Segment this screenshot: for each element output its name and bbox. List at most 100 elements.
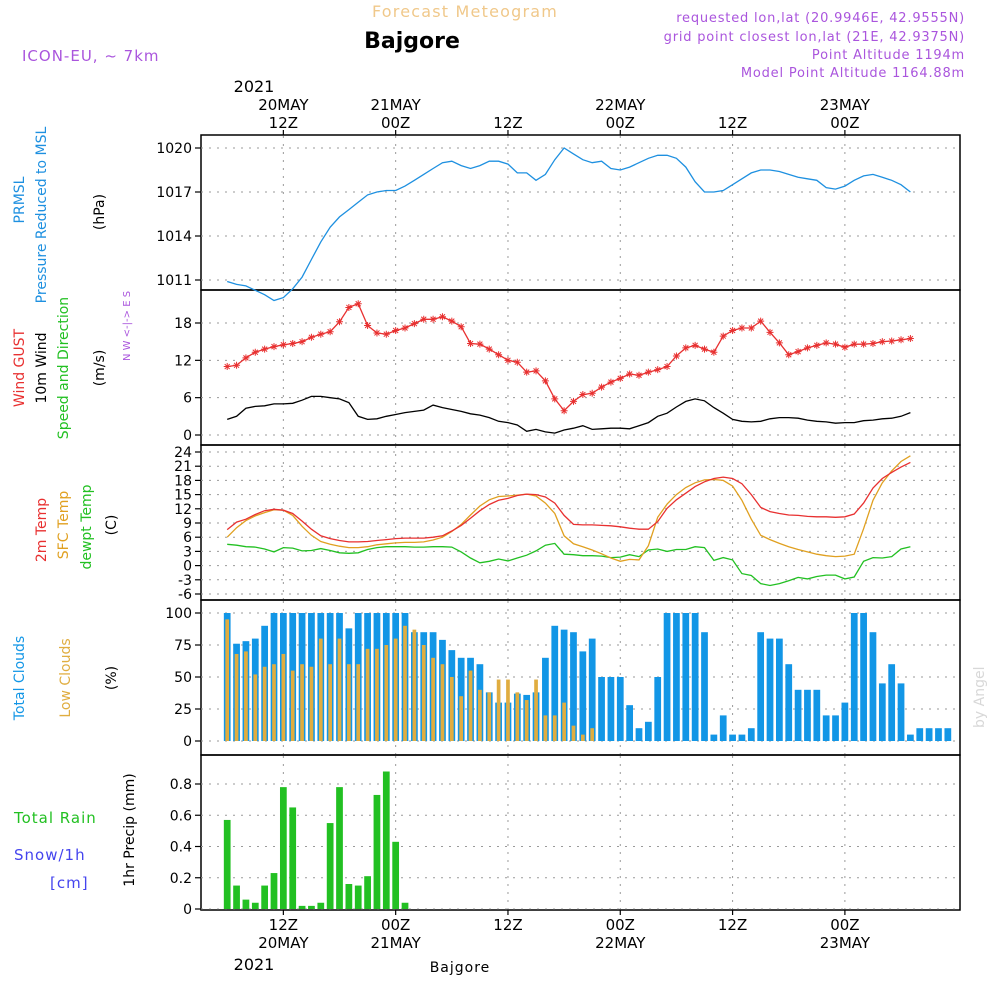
top-hour-label: 12Z: [718, 114, 747, 132]
total-cloud-bar: [738, 734, 746, 741]
low-cloud-bar: [272, 664, 276, 741]
gust-marker: [729, 326, 737, 334]
temp-label-dewpt: dewpt Temp: [79, 484, 95, 569]
wind-ytick-label: 18: [174, 316, 192, 332]
total-cloud-bar: [644, 721, 652, 741]
rain-bar: [401, 902, 409, 909]
total-cloud-bar: [785, 664, 793, 741]
gust-marker: [579, 391, 587, 399]
low-cloud-bar: [421, 645, 426, 741]
low-cloud-bar: [253, 674, 258, 741]
wind-ytick-label: 0: [183, 428, 192, 444]
total-cloud-bar: [570, 632, 577, 741]
wind-panel-frame: [200, 289, 961, 446]
rain-bar: [326, 823, 334, 909]
total-cloud-bar: [925, 728, 933, 741]
model-name: ICON-EU, ~ 7km: [22, 47, 160, 65]
total-cloud-bar: [598, 677, 605, 741]
wind-label-gust: Wind GUST: [12, 328, 28, 407]
low-cloud-bar: [393, 638, 398, 741]
low-cloud-bar: [347, 664, 351, 741]
gust-marker: [588, 389, 596, 397]
total-cloud-bar: [944, 728, 952, 741]
gust-marker: [710, 348, 718, 356]
temperature-ytick-label: 12: [174, 502, 192, 518]
gust-marker: [569, 397, 577, 405]
top-date-label: 23MAY: [820, 96, 871, 114]
rain-bar: [308, 905, 315, 909]
low-cloud-bar: [496, 679, 501, 741]
gust-marker: [616, 374, 624, 382]
gust-marker: [345, 303, 353, 311]
total-cloud-bar: [832, 715, 839, 741]
total-cloud-bar: [757, 632, 765, 741]
total-cloud-bar: [719, 715, 727, 741]
total-cloud-bar: [869, 632, 877, 741]
gust-marker: [878, 338, 886, 346]
pressure-line: [227, 147, 911, 302]
total-cloud-bar: [935, 728, 942, 741]
top-hour-label: 12Z: [493, 114, 522, 132]
wind-label-dir: Speed and Direction: [56, 297, 72, 439]
sfc-temp-line: [226, 455, 911, 562]
gust-marker: [476, 340, 484, 348]
gust-marker: [691, 341, 699, 349]
chart-marks: 1011101410171020061218-6-303691215182124…: [156, 96, 960, 952]
low-cloud-bar: [337, 638, 342, 741]
low-cloud-bar: [552, 715, 557, 741]
gust-marker: [672, 352, 680, 360]
temp-label-sfc: SFC Temp: [56, 491, 72, 560]
gust-marker: [897, 336, 905, 344]
gust-marker: [504, 356, 512, 364]
wind-ytick-label: 12: [174, 353, 192, 369]
gust-marker: [635, 371, 643, 379]
gust-marker: [654, 366, 662, 374]
temp-unit: (C): [104, 515, 120, 536]
gust-marker: [242, 354, 250, 362]
model-altitude: Model Point Altitude 1164.88m: [741, 66, 965, 81]
total-cloud-bar: [682, 613, 690, 741]
gust-marker: [298, 338, 306, 346]
gust-marker: [429, 315, 437, 323]
forecast-title: Forecast Meteogram: [372, 2, 558, 21]
low-cloud-bar: [375, 648, 379, 741]
low-cloud-bar: [468, 670, 473, 741]
low-cloud-bar: [580, 734, 585, 741]
low-cloud-bar: [440, 664, 445, 741]
total-cloud-bar: [804, 689, 811, 741]
gust-marker: [747, 324, 755, 332]
precip-ytick-label: 0.4: [170, 840, 192, 856]
precip-label-rain: Total Rain: [13, 809, 97, 827]
gust-marker: [551, 395, 559, 403]
gust-marker: [701, 345, 709, 353]
temperature-ytick-label: -3: [178, 573, 192, 589]
top-date-label: 20MAY: [258, 96, 309, 114]
gust-marker: [626, 370, 634, 378]
low-cloud-bar: [262, 666, 267, 741]
precip-ytick-label: 0.8: [170, 777, 192, 793]
bottom-hour-label: 00Z: [606, 916, 635, 934]
temp-label-2m: 2m Temp: [34, 498, 50, 562]
gust-marker: [869, 340, 877, 348]
total-cloud-bar: [766, 638, 774, 741]
gust-marker: [392, 326, 400, 334]
gust-marker: [233, 361, 241, 369]
low-cloud-bar: [244, 651, 248, 741]
total-cloud-bar: [588, 638, 596, 741]
total-cloud-bar: [542, 657, 549, 741]
gust-marker: [803, 344, 811, 352]
gust-line: [227, 302, 911, 412]
pressure-label-1: PRMSL: [12, 176, 28, 223]
gust-marker: [223, 363, 231, 371]
temperature-ytick-label: 6: [183, 530, 192, 546]
gust-marker: [279, 341, 287, 349]
gust-marker: [307, 333, 315, 341]
low-cloud-bar: [290, 670, 295, 741]
total-cloud-bar: [822, 715, 830, 741]
total-cloud-bar: [635, 728, 643, 741]
pressure-unit: (hPa): [92, 194, 108, 230]
low-cloud-bar: [459, 696, 464, 741]
pressure-ytick-label: 1014: [156, 229, 192, 245]
